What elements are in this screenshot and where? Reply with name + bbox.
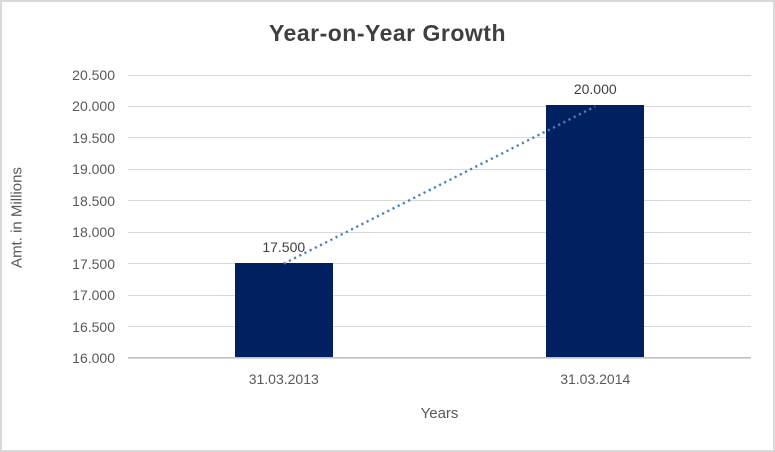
gridline [128,357,751,359]
y-tick-label: 20.000 [72,98,115,115]
bar-31.03.2014 [546,105,645,357]
y-tick-label: 18.000 [72,224,115,241]
y-tick-label: 19.000 [72,161,115,178]
gridline [128,263,751,265]
gridline [128,200,751,202]
x-axis-title: Years [420,405,459,422]
y-tick-label: 17.000 [72,287,115,304]
gridline [128,231,751,233]
y-tick-label: 19.500 [72,129,115,146]
plot-area: 17.500 20.000 [128,74,751,359]
gridline [128,74,751,76]
bar-data-label: 20.000 [573,81,617,98]
gridline [128,294,751,296]
gridline [128,105,751,107]
gridline [128,326,751,328]
x-tick-label: 31.03.2013 [248,371,319,387]
y-tick-label: 16.500 [72,318,115,335]
gridline [128,137,751,139]
trendline [283,105,596,265]
gridline [128,168,751,170]
chart-title: Year-on-Year Growth [268,20,506,46]
y-tick-label: 18.500 [72,192,115,209]
bar-31.03.2013 [234,262,333,357]
bar-data-label: 17.500 [262,238,306,255]
y-tick-label: 17.500 [72,255,115,272]
x-tick-label: 31.03.2014 [560,371,631,387]
y-tick-label: 20.500 [72,67,115,83]
y-tick-label: 16.000 [72,350,115,366]
